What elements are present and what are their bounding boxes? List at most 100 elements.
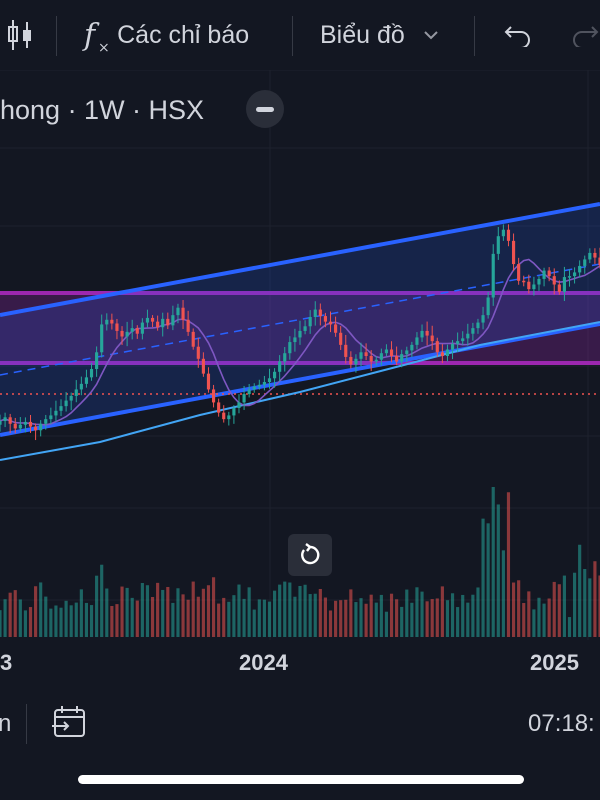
candle-body (562, 277, 566, 292)
volume-bar (34, 586, 38, 637)
chevron-down-icon (424, 31, 438, 40)
volume-bar (227, 601, 231, 637)
candle-body (115, 323, 119, 331)
redo-button[interactable] (570, 0, 600, 70)
candle-body (206, 373, 211, 390)
candle-body (445, 349, 450, 356)
volume-bar (140, 582, 144, 637)
volume-bar (527, 591, 531, 637)
timeframe-label-fragment[interactable]: n (0, 710, 12, 737)
volume-bar (573, 572, 577, 637)
bottom-toolbar: n 07:18: (0, 688, 600, 764)
volume-bar (262, 599, 266, 637)
candle-body (466, 333, 470, 339)
volume-bar (461, 594, 465, 637)
candle-body (222, 412, 226, 420)
volume-bar (105, 588, 109, 637)
candle-body (364, 352, 368, 356)
clock-time: 07:18: (528, 710, 595, 737)
go-to-date-button[interactable] (52, 704, 88, 745)
candle-body (166, 318, 170, 326)
volume-bar (339, 600, 343, 637)
volume-bar (288, 582, 292, 637)
price-chart[interactable] (0, 70, 600, 690)
candle-body (323, 316, 327, 322)
candle-body (379, 353, 383, 360)
home-indicator[interactable] (78, 775, 524, 784)
x-axis-label: 2024 (239, 650, 288, 675)
candle-body (369, 356, 373, 362)
candle-body (150, 317, 155, 322)
volume-bar (201, 588, 205, 637)
candle-body (339, 332, 343, 345)
volume-bar (369, 594, 373, 637)
candle-body (237, 402, 241, 408)
function-icon: f × (84, 17, 110, 56)
candle-body (359, 352, 363, 359)
volume-bar (435, 598, 439, 637)
reset-chart-button[interactable] (288, 534, 332, 576)
collapse-legend-button[interactable] (246, 90, 284, 128)
volume-bar (354, 602, 358, 637)
candle-body (18, 424, 22, 429)
candle-body (44, 419, 48, 424)
candle-body (3, 417, 7, 421)
volume-bar (252, 609, 256, 637)
volume-bar (542, 603, 546, 637)
volume-bar (191, 581, 195, 637)
volume-bar (359, 598, 363, 637)
volume-bar (298, 585, 302, 637)
volume-bar (222, 597, 226, 637)
candle-body (186, 319, 190, 332)
volume-bar (400, 606, 404, 637)
candle-body (120, 330, 124, 337)
indicators-button[interactable]: f × Các chỉ báo (84, 0, 249, 70)
candle-body (425, 330, 429, 336)
volume-bar (79, 589, 83, 637)
candles (0, 224, 600, 441)
candle-body (105, 319, 109, 325)
candle-body (171, 315, 175, 326)
volume-bar (578, 544, 582, 637)
volume-bar (593, 561, 597, 637)
candle-body (567, 276, 572, 278)
candle-body (232, 408, 236, 416)
candle-body (242, 394, 246, 403)
volume-bar (395, 599, 399, 637)
volume-bar (491, 487, 495, 637)
volume-bar (181, 594, 185, 637)
volume-bar (135, 600, 139, 637)
channel-upper-line (0, 202, 600, 317)
volume-bar (283, 581, 287, 637)
candle-body (532, 284, 536, 290)
candle-body (130, 328, 134, 332)
undo-button[interactable] (500, 0, 536, 70)
candle-body (283, 353, 287, 362)
candle-body (354, 358, 358, 365)
candle-body (247, 389, 251, 395)
volume-bar (156, 582, 160, 637)
volume-bar (547, 598, 551, 637)
volume-bar (501, 550, 505, 637)
moving-average-slow (0, 321, 600, 461)
redo-icon (573, 26, 599, 47)
volume-bar (384, 611, 389, 637)
candle-body (267, 378, 272, 382)
candle-body (54, 410, 58, 416)
candlestick-icon[interactable] (0, 0, 40, 70)
volume-bar (13, 590, 17, 637)
chart-type-dropdown[interactable]: Biểu đồ (320, 0, 439, 70)
volume-bar (39, 582, 43, 637)
volume-bar (496, 504, 500, 637)
volume-bar (64, 600, 68, 637)
candle-body (217, 402, 221, 413)
volume-bar (110, 606, 114, 637)
x-axis-label: 3 (0, 650, 13, 675)
candle-body (201, 358, 205, 374)
candle-body (440, 352, 444, 356)
candle-body (252, 386, 256, 390)
volume-bar (349, 589, 353, 637)
candle-body (547, 270, 551, 277)
volume-bar (3, 599, 7, 637)
volume-bar (588, 578, 592, 637)
